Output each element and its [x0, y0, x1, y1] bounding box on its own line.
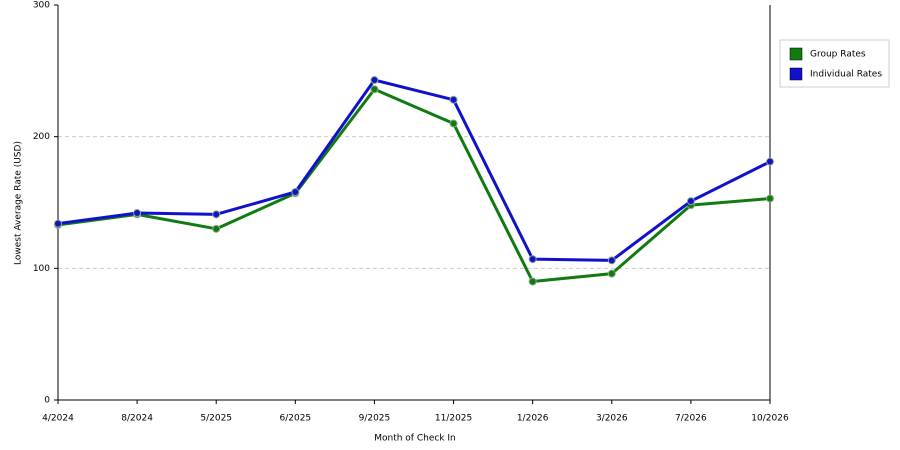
y-tick-label: 200: [33, 132, 50, 142]
x-tick-label: 8/2024: [121, 414, 153, 424]
x-axis-title: Month of Check In: [374, 434, 456, 444]
point: [766, 194, 774, 203]
series-line: [57, 78, 771, 262]
x-tick-label: 6/2025: [279, 414, 311, 424]
point: [212, 224, 221, 233]
point: [528, 255, 537, 264]
point: [766, 157, 774, 166]
point: [449, 95, 458, 104]
x-tick-label: 10/2026: [751, 414, 789, 424]
point: [607, 269, 616, 278]
x-tick-label: 3/2026: [596, 414, 628, 424]
x-tick-label: 11/2025: [435, 414, 472, 424]
point: [370, 76, 379, 85]
point: [370, 85, 379, 94]
legend-swatch: [789, 67, 803, 81]
point: [133, 209, 142, 218]
point: [607, 256, 616, 265]
point: [291, 187, 300, 196]
x-tick-label: 4/2024: [42, 414, 74, 424]
y-tick-label: 0: [44, 396, 50, 406]
point: [528, 277, 537, 286]
legend-label: Group Rates: [810, 50, 866, 60]
x-tick-label: 5/2025: [200, 414, 232, 424]
point: [686, 197, 695, 206]
series-line: [57, 87, 771, 283]
y-tick-label: 100: [33, 264, 50, 274]
point: [54, 219, 62, 228]
y-axis-title: Lowest Average Rate (USD): [14, 141, 24, 265]
x-tick-label: 7/2026: [675, 414, 707, 424]
x-tick-label: 9/2025: [359, 414, 391, 424]
point: [449, 119, 458, 128]
x-tick-label: 1/2026: [517, 414, 549, 424]
legend-label: Individual Rates: [810, 70, 882, 80]
legend-swatch: [789, 47, 803, 61]
y-tick-label: 300: [33, 1, 50, 11]
point: [212, 210, 221, 219]
